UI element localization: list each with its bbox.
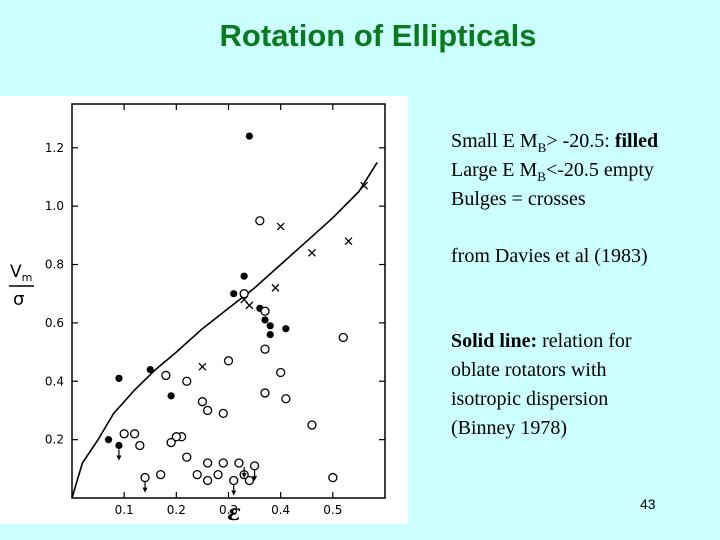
y-tick-label: 0.4 (45, 374, 64, 388)
open-circle-point (281, 394, 291, 404)
note-small-ellipticals: Small E MB> -20.5: filled (451, 130, 659, 155)
open-circle-point (307, 420, 317, 430)
y-tick-label: 1.2 (45, 141, 64, 155)
filled-circle-point (240, 272, 248, 280)
note-source: from Davies et al (1983) (451, 245, 648, 267)
upper-limit-arrow (142, 481, 148, 493)
open-circle-point (197, 397, 208, 407)
cross-point (344, 237, 353, 246)
plot-frame (71, 103, 386, 499)
open-circle-point (192, 470, 202, 480)
open-circle-point (234, 458, 244, 468)
x-tick-label: 0.1 (115, 503, 134, 517)
y-tick-label: 0.2 (45, 433, 64, 447)
open-circle-point (338, 332, 348, 343)
open-circle-point (166, 437, 176, 448)
open-circle-point (182, 376, 192, 386)
open-circle-point (213, 470, 223, 480)
open-circle-point (119, 429, 129, 439)
open-circle-point (260, 388, 270, 398)
cross-point (271, 283, 280, 292)
cross-point (198, 362, 207, 371)
scatter-plot-panel: 0.1 0.2 0.3 0.4 0.5 0.2 0.4 0.6 0.8 1.0 1.2 ε Vm … (0, 96, 408, 524)
open-circle-point (140, 472, 150, 483)
cross-point (360, 181, 369, 190)
filled-circle-point (266, 330, 274, 339)
open-circle-point (156, 470, 166, 480)
open-circle-point (249, 461, 260, 471)
open-circle-point (276, 367, 286, 378)
open-circle-point (239, 289, 249, 299)
open-circle-point (202, 458, 213, 468)
filled-circle-point (266, 322, 274, 330)
open-circle-point (255, 216, 265, 226)
binney-oblate-rotator-line (71, 161, 378, 499)
y-tick-label: 0.6 (45, 316, 64, 330)
filled-circle-point (104, 436, 113, 444)
slide-number: 43 (640, 496, 656, 512)
open-circle-point (161, 370, 171, 381)
cross-point (308, 248, 316, 257)
y-axis-label-subscript: m (22, 271, 33, 284)
y-axis-label: Vm σ (9, 262, 34, 310)
note-solid-line-2: oblate rotators with (451, 359, 607, 381)
note-solid-line: Solid line: relation for (451, 330, 632, 352)
upper-limit-arrow (116, 449, 122, 461)
filled-circle-point (115, 441, 123, 450)
y-axis-label-numerator: V (10, 262, 22, 282)
open-circle-point (218, 408, 228, 419)
filled-circle-point (146, 365, 154, 374)
x-tick-label: 0.2 (167, 503, 186, 517)
note-large-ellipticals: Large E MB<-20.5 empty (451, 159, 654, 184)
open-circle-point (129, 429, 140, 439)
open-circle-point (182, 452, 192, 462)
open-circle-point (260, 306, 270, 316)
cross-point (245, 301, 254, 310)
legend-notes: Small E MB> -20.5: filled Large E MB<-20… (451, 127, 713, 443)
scatter-plot: 0.1 0.2 0.3 0.4 0.5 0.2 0.4 0.6 0.8 1.0 1.2 ε Vm … (9, 103, 386, 524)
open-circle-point (328, 472, 338, 483)
filled-circle-point (261, 316, 269, 324)
filled-circle-point (245, 132, 253, 140)
x-tick-label: 0.5 (323, 503, 342, 517)
open-circle-point (202, 405, 213, 416)
x-tick-label: 0.3 (219, 503, 238, 517)
note-solid-line-3: isotropic dispersion (451, 388, 609, 410)
open-circle-point (244, 475, 255, 486)
y-axis-label-denominator: σ (13, 289, 24, 310)
open-circle-point (229, 475, 239, 486)
open-circle-point (223, 356, 234, 366)
x-axis-label: ε (227, 500, 240, 524)
open-circle-point (135, 440, 145, 451)
filled-circle-point (115, 374, 123, 382)
filled-circle-point (230, 290, 238, 298)
slide-title: Rotation of Ellipticals (219, 18, 537, 53)
filled-circle-point (282, 325, 290, 333)
note-bulges: Bulges = crosses (451, 188, 586, 210)
upper-limit-arrow (252, 469, 258, 481)
open-circle-point (218, 458, 228, 468)
cross-point (276, 222, 285, 231)
x-tick-label: 0.4 (271, 503, 290, 517)
upper-limit-arrow (231, 484, 237, 496)
y-tick-label: 1.0 (45, 199, 64, 213)
open-circle-point (171, 432, 181, 442)
open-circle-point (202, 475, 213, 486)
note-solid-line-4: (Binney 1978) (451, 417, 568, 439)
upper-limit-arrow (241, 466, 247, 478)
open-circle-point (260, 344, 270, 354)
filled-circle-point (167, 392, 175, 400)
y-tick-label: 0.8 (45, 258, 64, 272)
svg-text:Vm: Vm (10, 262, 32, 284)
